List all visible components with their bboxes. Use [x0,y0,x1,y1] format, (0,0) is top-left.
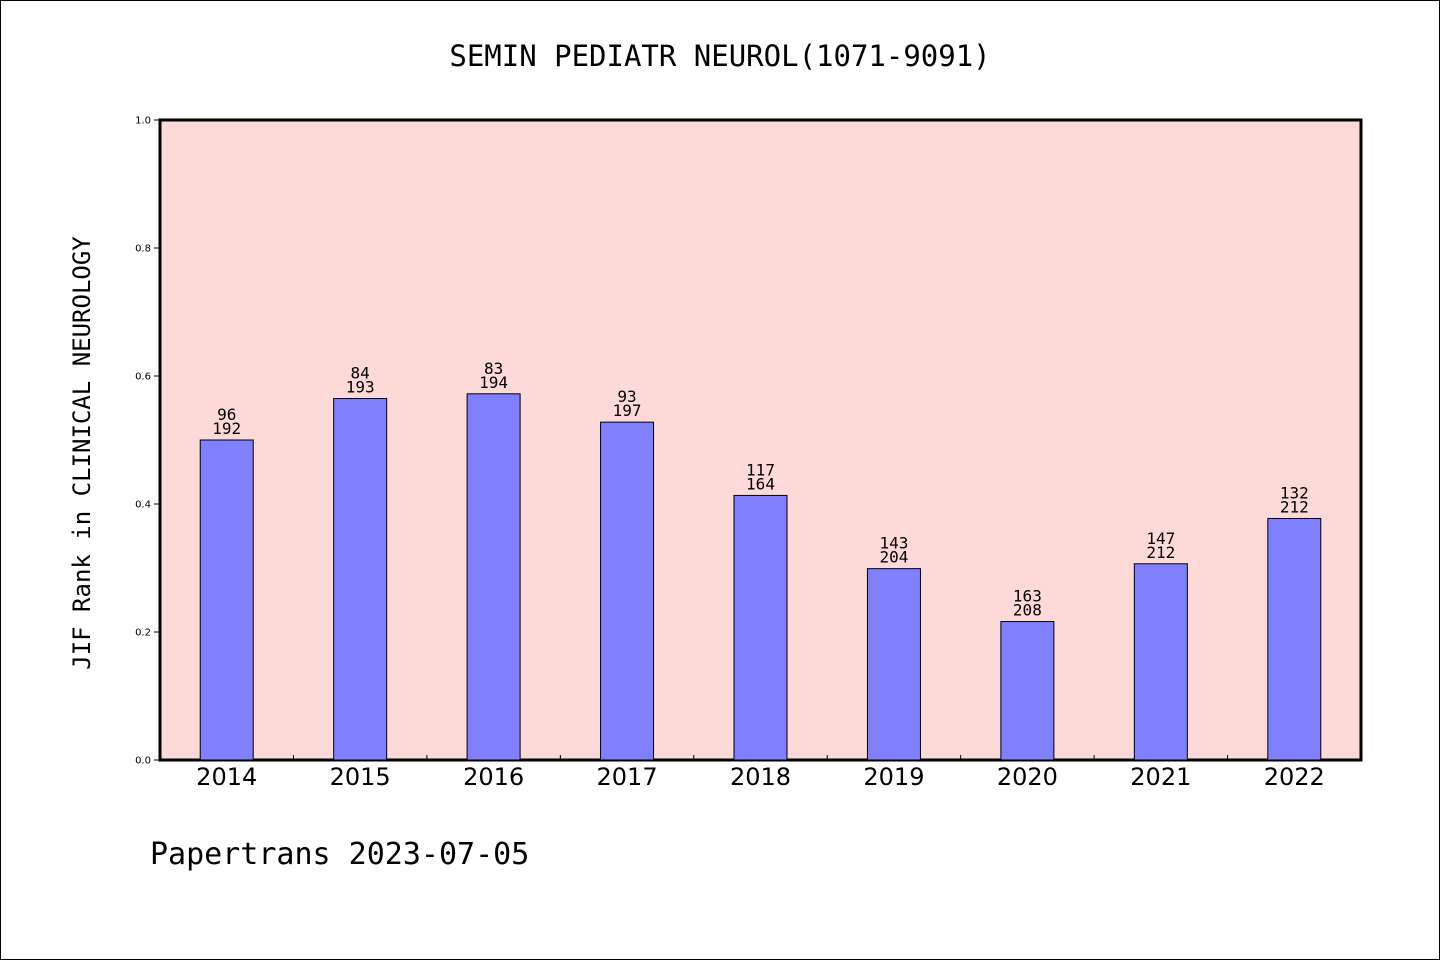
y-tick-label: 0.4 [135,500,151,511]
y-tick-label: 0.2 [135,628,151,639]
bar-total-label: 208 [1013,601,1042,620]
bar-total-label: 197 [613,401,642,420]
x-tick-label: 2022 [1264,763,1325,791]
bar-total-label: 192 [212,419,241,438]
bar-total-label: 164 [746,474,775,493]
y-axis-label: JIF Rank in CLINICAL NEUROLOGY [68,236,96,670]
bar-2018 [733,494,788,761]
bar-2016 [466,393,521,761]
x-tick-label: 2020 [997,763,1058,791]
bar-rank-label: 147 [1146,529,1175,548]
x-tick-label: 2015 [330,763,391,791]
bar-2021 [1133,563,1188,761]
y-tick-label: 0.0 [135,756,151,767]
y-tick-label: 0.8 [135,244,151,255]
bar-total-label: 212 [1146,543,1175,562]
bar-rank-label: 117 [746,460,775,479]
bar-rank-label: 83 [484,359,503,378]
x-axis: 2014 2015 2016 2017 2018 2019 2020 2021 2022 [196,755,1325,791]
y-tick-label: 0.6 [135,372,151,383]
x-tick-label: 2017 [597,763,658,791]
bar-rank-label: 96 [217,405,236,424]
bar-rank-label: 132 [1280,483,1309,502]
bar-2020 [1000,621,1055,761]
x-tick-label: 2021 [1130,763,1191,791]
x-tick-label: 2014 [196,763,257,791]
y-tick-label: 1.0 [135,116,151,127]
bar-rank-label: 143 [879,534,908,553]
bar-total-label: 204 [879,548,908,567]
bar-2019 [866,568,921,761]
chart-title: SEMIN PEDIATR NEUROL(1071-9091) [449,39,990,73]
bar-rank-label: 93 [617,387,636,406]
bar-total-label: 193 [346,378,375,397]
x-tick-label: 2018 [730,763,791,791]
bar-rank-label: 163 [1013,587,1042,606]
y-axis: 0.0 0.2 0.4 0.6 0.8 1.0 [135,116,160,767]
bar-2015 [333,398,388,761]
footer-text: Papertrans 2023-07-05 [150,837,529,872]
x-tick-label: 2019 [863,763,924,791]
bar-total-label: 194 [479,373,508,392]
x-tick-label: 2016 [463,763,524,791]
bar-rank-label: 84 [351,364,370,383]
bar-total-label: 212 [1280,497,1309,516]
bar-2014 [199,439,254,761]
bar-2017 [600,421,655,761]
bar-2022 [1267,517,1322,761]
